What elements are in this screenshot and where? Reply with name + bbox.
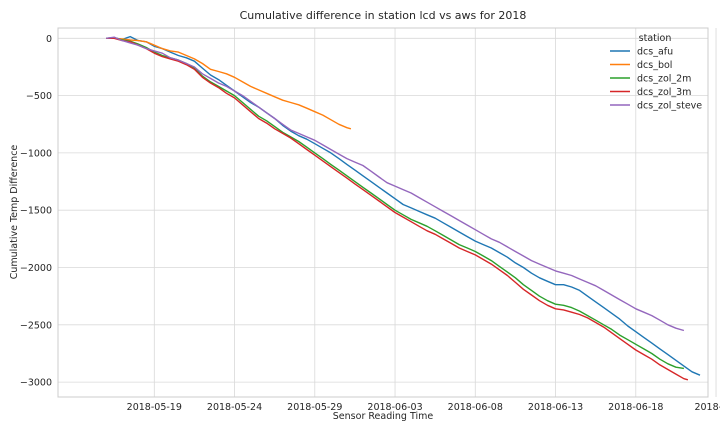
series-line-dcs-zol-2m [106, 37, 685, 370]
y-tick-label: 0 [46, 34, 52, 45]
x-tick-label: 2018-06-08 [448, 402, 503, 413]
y-axis-ticks: 0 −500 −1000 −1500 −2000 −2500 −3000 [20, 34, 52, 389]
y-tick-label: −2000 [20, 263, 52, 274]
x-tick-label: 2018-06-18 [608, 402, 663, 413]
x-tick-label: 2018-05-24 [207, 402, 262, 413]
grid [58, 28, 717, 397]
legend: station dcs_afu dcs_bol dcs_zol_2m dcs_zol_… [610, 33, 702, 112]
y-tick-label: −2500 [20, 320, 52, 331]
legend-entry: dcs_zol_2m [637, 74, 691, 85]
series-line-dcs-bol [106, 37, 352, 130]
plot-area-frame [57, 27, 709, 398]
y-tick-label: −1000 [20, 148, 52, 159]
legend-title: station [639, 33, 672, 44]
x-tick-label: 2018-06-03 [367, 402, 422, 413]
x-tick-label: 2018-05-29 [287, 402, 342, 413]
legend-entry: dcs_zol_steve [637, 101, 702, 112]
legend-entry: dcs_zol_3m [637, 87, 691, 98]
y-tick-label: −1500 [20, 206, 52, 217]
y-tick-label: −3000 [20, 378, 52, 389]
legend-entry: dcs_bol [637, 60, 672, 71]
x-tick-label: 2018-06-13 [528, 402, 583, 413]
series-line-dcs-afu [106, 35, 701, 376]
y-axis-title: Cumulative Temp Difference [9, 145, 20, 280]
y-tick-label: −500 [26, 91, 52, 102]
x-tick-label: 2018-06- [694, 402, 720, 413]
legend-entry: dcs_afu [637, 47, 673, 58]
x-axis-title: Sensor Reading Time [333, 411, 434, 422]
series-lines [106, 35, 701, 381]
series-line-dcs-zol-steve [106, 36, 685, 332]
series-line-dcs-zol-3m [106, 37, 689, 381]
x-tick-label: 2018-05-19 [127, 402, 182, 413]
x-axis-ticks: 2018-05-19 2018-05-24 2018-05-29 2018-06-03… [127, 402, 720, 413]
chart-title: Cumulative difference in station lcd vs … [240, 9, 527, 22]
